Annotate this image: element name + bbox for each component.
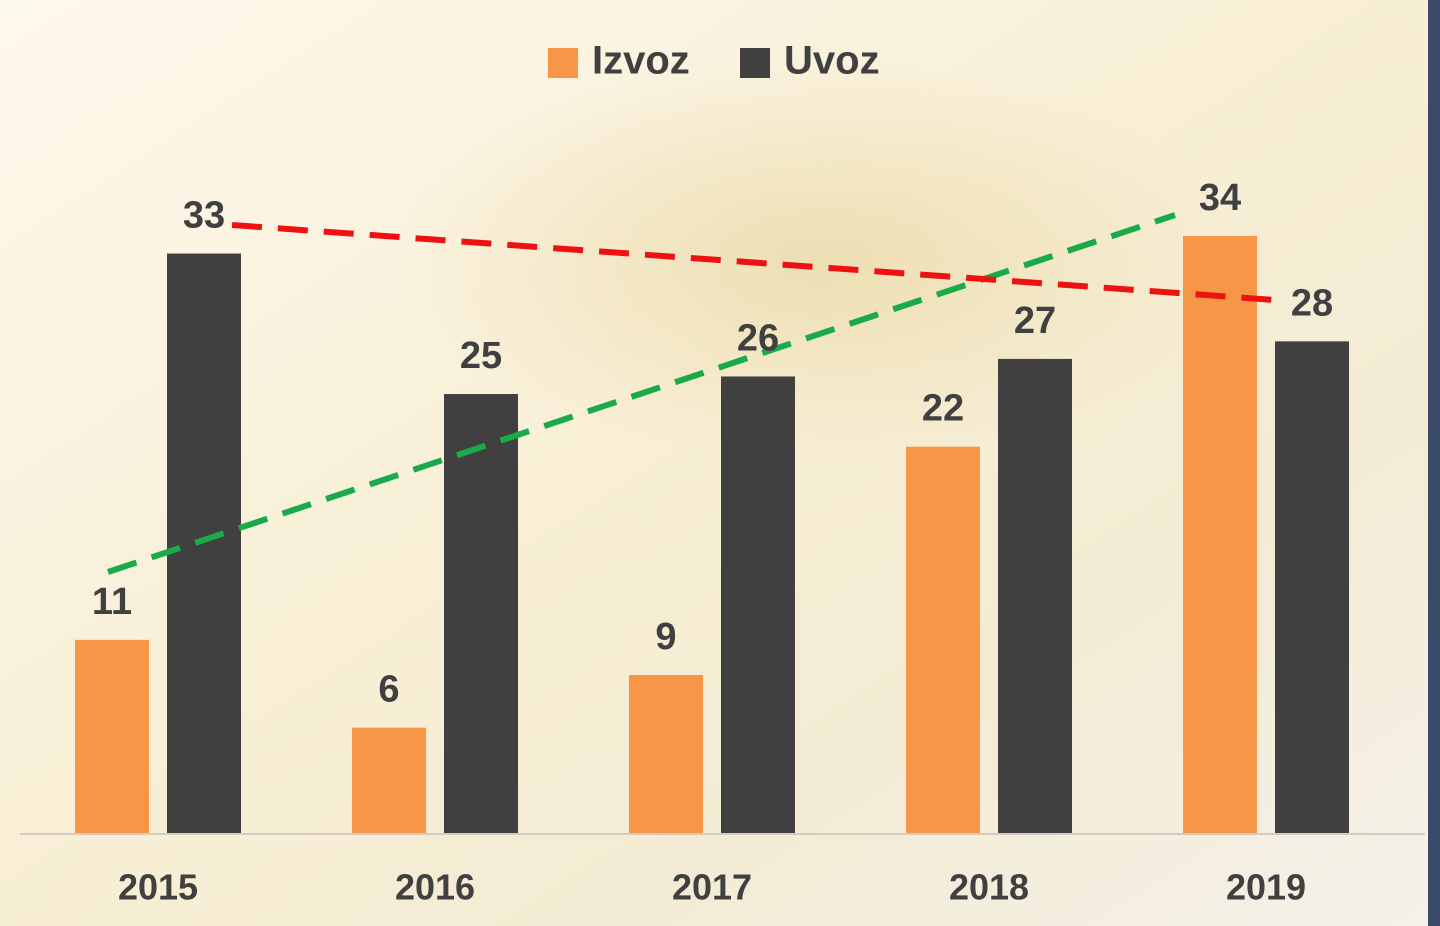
bar [1183, 236, 1257, 833]
bar [444, 394, 518, 833]
data-label: 25 [460, 335, 502, 377]
chart: 2015 11 33 2016 6 25 2017 9 26 2018 22 27 2019 34 28 Iz… [0, 0, 1440, 926]
data-label: 33 [183, 195, 225, 237]
x-tick-label: 2018 [949, 867, 1029, 908]
bar [352, 728, 426, 833]
legend-label: Uvoz [784, 39, 880, 83]
data-label: 22 [922, 388, 964, 430]
background-blur [400, 60, 1240, 460]
x-tick-label: 2017 [672, 867, 752, 908]
data-label: 9 [655, 616, 676, 658]
legend-label: Izvoz [592, 39, 690, 83]
x-tick-label: 2016 [395, 867, 475, 908]
bar [721, 376, 795, 833]
x-tick-label: 2015 [118, 867, 198, 908]
data-label: 26 [737, 318, 779, 360]
bar [75, 640, 149, 833]
edge [1428, 0, 1440, 926]
data-label: 34 [1199, 177, 1241, 219]
bar [1275, 341, 1349, 833]
bar [167, 254, 241, 833]
bar [629, 675, 703, 833]
data-label: 28 [1291, 282, 1333, 324]
legend-swatch [740, 48, 770, 78]
bar [906, 447, 980, 833]
data-label: 6 [378, 669, 399, 711]
bar [998, 359, 1072, 833]
x-tick-label: 2019 [1226, 867, 1306, 908]
legend-swatch [548, 48, 578, 78]
data-label: 27 [1014, 300, 1056, 342]
data-label: 11 [92, 581, 132, 623]
